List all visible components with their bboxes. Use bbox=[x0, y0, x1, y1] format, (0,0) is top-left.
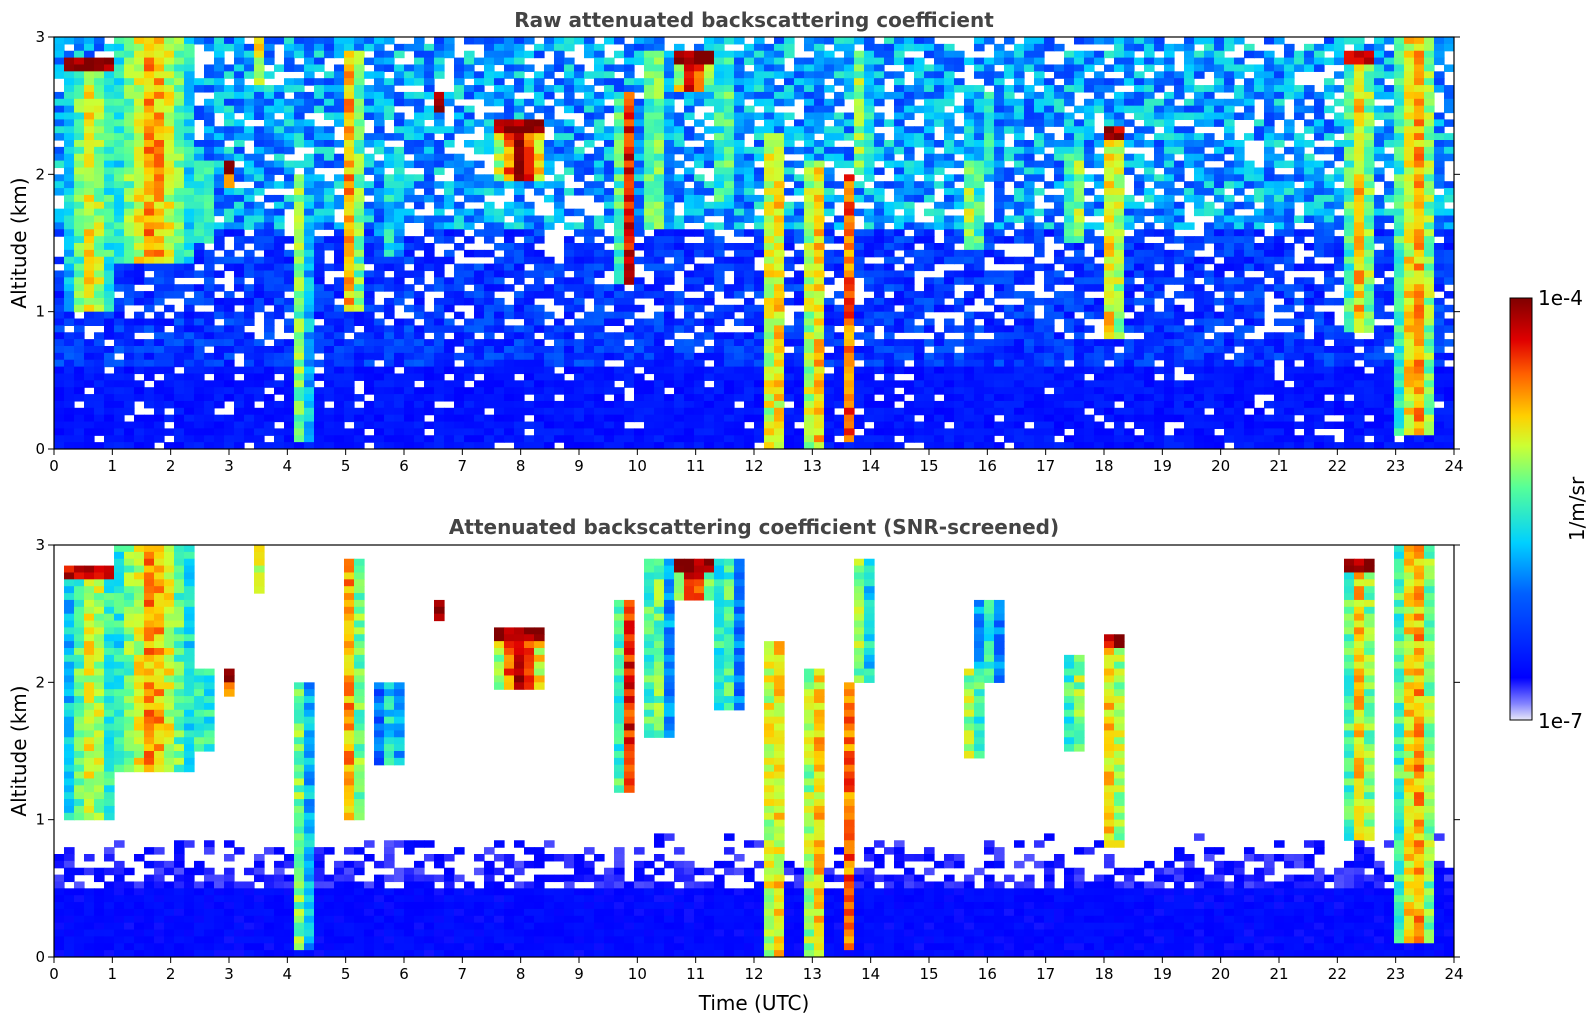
y-tick-label: 1 bbox=[35, 303, 45, 321]
x-tick-label: 17 bbox=[1036, 457, 1055, 475]
x-tick-label: 11 bbox=[686, 457, 705, 475]
colorbar-gradient bbox=[1509, 297, 1533, 721]
x-tick-label: 7 bbox=[458, 965, 468, 983]
x-tick-label: 7 bbox=[458, 457, 468, 475]
y-tick-label: 2 bbox=[35, 165, 45, 183]
y-tick-label: 2 bbox=[35, 673, 45, 691]
bottom-heatmap bbox=[54, 545, 1454, 957]
y-tick-label: 3 bbox=[35, 28, 45, 46]
x-tick-label: 2 bbox=[166, 965, 176, 983]
x-tick-label: 8 bbox=[516, 965, 526, 983]
x-tick-label: 22 bbox=[1328, 457, 1347, 475]
x-tick-label: 5 bbox=[341, 965, 351, 983]
x-tick-label: 19 bbox=[1153, 965, 1172, 983]
x-tick-label: 10 bbox=[628, 965, 647, 983]
x-tick-label: 24 bbox=[1444, 457, 1463, 475]
x-tick-label: 13 bbox=[803, 965, 822, 983]
colorbar: 1e-4 1e-7 1/m/sr bbox=[1509, 286, 1589, 733]
x-tick-label: 13 bbox=[803, 457, 822, 475]
x-tick-label: 4 bbox=[283, 965, 293, 983]
x-tick-label: 14 bbox=[861, 965, 880, 983]
x-tick-label: 10 bbox=[628, 457, 647, 475]
bottom-x-ticks: 0 1 2 3 4 5 6 7 8 9 10 11 12 13 14 15 16 17 18 19 20 21 22 23 24 bbox=[49, 957, 1464, 983]
colorbar-min-label: 1e-7 bbox=[1538, 709, 1583, 733]
top-x-ticks: 0 1 2 3 4 5 6 7 8 9 10 11 12 13 14 15 16 17 18 19 20 21 22 23 24 bbox=[49, 449, 1464, 475]
colorbar-units-label: 1/m/sr bbox=[1565, 476, 1589, 541]
x-tick-label: 16 bbox=[978, 457, 997, 475]
y-tick-label: 0 bbox=[35, 948, 45, 966]
x-tick-label: 6 bbox=[399, 457, 409, 475]
x-tick-label: 18 bbox=[1094, 457, 1113, 475]
x-tick-label: 4 bbox=[283, 457, 293, 475]
bottom-panel: Attenuated backscattering coefficient (S… bbox=[7, 515, 1464, 1015]
x-tick-label: 17 bbox=[1036, 965, 1055, 983]
x-axis-label: Time (UTC) bbox=[698, 991, 810, 1015]
x-tick-label: 9 bbox=[574, 965, 584, 983]
x-tick-label: 12 bbox=[744, 965, 763, 983]
x-tick-label: 1 bbox=[108, 457, 118, 475]
x-tick-label: 14 bbox=[861, 457, 880, 475]
x-tick-label: 23 bbox=[1386, 965, 1405, 983]
x-tick-label: 20 bbox=[1211, 457, 1230, 475]
top-y-ticks: 0 1 2 3 bbox=[35, 28, 1460, 458]
x-tick-label: 24 bbox=[1444, 965, 1463, 983]
x-tick-label: 19 bbox=[1153, 457, 1172, 475]
x-tick-label: 12 bbox=[744, 457, 763, 475]
y-tick-label: 1 bbox=[35, 811, 45, 829]
x-tick-label: 21 bbox=[1269, 965, 1288, 983]
y-tick-label: 0 bbox=[35, 440, 45, 458]
top-y-axis-label: Altitude (km) bbox=[7, 177, 31, 308]
bottom-panel-title: Attenuated backscattering coefficient (S… bbox=[449, 515, 1059, 539]
x-tick-label: 0 bbox=[49, 457, 59, 475]
x-tick-label: 11 bbox=[686, 965, 705, 983]
x-tick-label: 0 bbox=[49, 965, 59, 983]
x-tick-label: 20 bbox=[1211, 965, 1230, 983]
top-heatmap bbox=[54, 37, 1454, 449]
x-tick-label: 18 bbox=[1094, 965, 1113, 983]
top-panel: Raw attenuated backscattering coefficien… bbox=[7, 8, 1464, 475]
top-panel-title: Raw attenuated backscattering coefficien… bbox=[514, 8, 994, 32]
x-tick-label: 5 bbox=[341, 457, 351, 475]
x-tick-label: 3 bbox=[224, 965, 234, 983]
x-tick-label: 9 bbox=[574, 457, 584, 475]
bottom-y-axis-label: Altitude (km) bbox=[7, 685, 31, 816]
x-tick-label: 1 bbox=[108, 965, 118, 983]
x-tick-label: 23 bbox=[1386, 457, 1405, 475]
x-tick-label: 15 bbox=[919, 457, 938, 475]
x-tick-label: 3 bbox=[224, 457, 234, 475]
bottom-y-ticks: 0 1 2 3 bbox=[35, 536, 1460, 966]
x-tick-label: 15 bbox=[919, 965, 938, 983]
x-tick-label: 22 bbox=[1328, 965, 1347, 983]
x-tick-label: 8 bbox=[516, 457, 526, 475]
x-tick-label: 21 bbox=[1269, 457, 1288, 475]
colorbar-max-label: 1e-4 bbox=[1538, 286, 1583, 310]
x-tick-label: 2 bbox=[166, 457, 176, 475]
x-tick-label: 16 bbox=[978, 965, 997, 983]
x-tick-label: 6 bbox=[399, 965, 409, 983]
y-tick-label: 3 bbox=[35, 536, 45, 554]
